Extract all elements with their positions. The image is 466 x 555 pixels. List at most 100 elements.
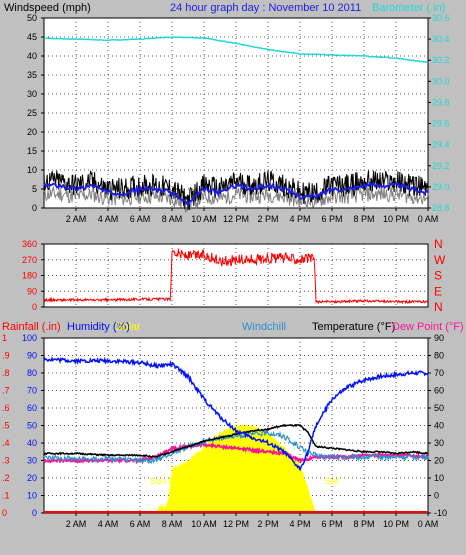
- barometer-tick-label: 29.6: [432, 119, 450, 129]
- windspeed-axes: 0 5 10 15 20 25 30 35 40 45 50 28.8 29.0 29.2 29.4 29.6…: [27, 13, 450, 224]
- humidity-tick-label: 30: [27, 456, 37, 466]
- rainfall-tick-label: .4: [2, 438, 10, 448]
- temperature-tick-label: 30: [434, 438, 444, 448]
- windspeed-x-tick-label: 2 PM: [257, 214, 278, 224]
- temperature-tick-label: 10: [434, 473, 444, 483]
- rainfall-axis-label: Rainfall (.in): [2, 321, 61, 333]
- temperature-x-tick-label: 10 AM: [191, 519, 217, 529]
- direction-tick-label: 180: [22, 271, 37, 281]
- windspeed-tick-label: 10: [27, 165, 37, 175]
- windspeed-tick-label: 5: [32, 184, 37, 194]
- temperature-x-tick-label: 6 PM: [321, 519, 342, 529]
- direction-tick-label: 0: [32, 302, 37, 312]
- windspeed-tick-label: 35: [27, 70, 37, 80]
- solar-area: [44, 423, 428, 513]
- temperature-tick-label: 20: [434, 456, 444, 466]
- barometer-tick-label: 30.2: [432, 55, 450, 65]
- temperature-tick-label: 40: [434, 421, 444, 431]
- compass-label: S: [434, 269, 442, 283]
- temperature-tick-label: 90: [434, 333, 444, 343]
- humidity-tick-label: 0: [32, 508, 37, 518]
- barometer-tick-label: 30.4: [432, 34, 450, 44]
- windspeed-x-tick-label: 12 PM: [223, 214, 249, 224]
- temperature-x-tick-label: 2 PM: [257, 519, 278, 529]
- humidity-line: [43, 356, 429, 471]
- barometer-tick-label: 29.4: [432, 140, 450, 150]
- humidity-tick-label: 100: [22, 333, 37, 343]
- windspeed-tick-label: 25: [27, 108, 37, 118]
- windspeed-tick-label: 45: [27, 32, 37, 42]
- humidity-tick-label: 20: [27, 473, 37, 483]
- direction-tick-label: 270: [22, 255, 37, 265]
- sunset-label: Set: [325, 476, 339, 486]
- barometer-tick-label: 29.0: [432, 182, 450, 192]
- solar-axis-label: Solar: [115, 321, 141, 333]
- windspeed-tick-label: 40: [27, 51, 37, 61]
- barometer-tick-label: 29.8: [432, 97, 450, 107]
- rainfall-tick-label: 0: [2, 508, 7, 518]
- windspeed-x-tick-label: 10 PM: [383, 214, 409, 224]
- windspeed-tick-label: 15: [27, 146, 37, 156]
- windspeed-x-tick-label: 8 AM: [162, 214, 183, 224]
- rainfall-tick-label: .3: [2, 456, 10, 466]
- windchill-legend-label: Windchill: [242, 321, 286, 333]
- barometer-line: [43, 36, 429, 63]
- windspeed-x-tick-label: 0 AM: [418, 214, 439, 224]
- temperature-x-tick-label: 2 AM: [66, 519, 87, 529]
- windspeed-x-tick-label: 6 PM: [321, 214, 342, 224]
- temperature-x-tick-label: 8 AM: [162, 519, 183, 529]
- dewpoint-legend-label: Dew Point (°F): [392, 321, 464, 333]
- temperature-x-tick-label: 8 PM: [353, 519, 374, 529]
- windspeed-x-tick-label: 4 PM: [289, 214, 310, 224]
- temperature-x-tick-label: 4 AM: [98, 519, 119, 529]
- barometer-tick-label: 30.6: [432, 13, 450, 23]
- temperature-tick-label: -10: [434, 508, 447, 518]
- temperature-tick-label: 70: [434, 368, 444, 378]
- humidity-tick-label: 50: [27, 421, 37, 431]
- windspeed-x-tick-label: 6 AM: [130, 214, 151, 224]
- rainfall-tick-label: .6: [2, 403, 10, 413]
- temperature-axes: 0.1.2.3.4.5.6.7.8.9101020304050607080901…: [2, 333, 447, 529]
- direction-tick-label: 90: [27, 286, 37, 296]
- windspeed-x-tick-label: 10 AM: [191, 214, 217, 224]
- compass-label: W: [434, 253, 446, 267]
- rainfall-tick-label: .8: [2, 368, 10, 378]
- rainfall-tick-label: 1: [2, 333, 7, 343]
- direction-series: [43, 248, 429, 305]
- humidity-tick-label: 40: [27, 438, 37, 448]
- windspeed-tick-label: 0: [32, 203, 37, 213]
- compass-label: N: [434, 237, 443, 251]
- temperature-series: [43, 356, 429, 513]
- barometer-tick-label: 29.2: [432, 161, 450, 171]
- rainfall-tick-label: .1: [2, 491, 10, 501]
- rainfall-tick-label: .2: [2, 473, 10, 483]
- rainfall-tick-label: .5: [2, 421, 10, 431]
- sunrise-label: Sun Rise: [150, 476, 187, 486]
- humidity-tick-label: 60: [27, 403, 37, 413]
- temperature-tick-label: 60: [434, 386, 444, 396]
- humidity-axis-label: Humidity (%): [67, 321, 130, 333]
- rainfall-tick-label: .9: [2, 351, 10, 361]
- windspeed-x-tick-label: 4 AM: [98, 214, 119, 224]
- temperature-x-tick-label: 12 PM: [223, 519, 249, 529]
- windspeed-tick-label: 30: [27, 89, 37, 99]
- temperature-x-tick-label: 4 PM: [289, 519, 310, 529]
- wind-direction-line: [43, 248, 429, 305]
- humidity-tick-label: 10: [27, 491, 37, 501]
- rainfall-tick-label: .7: [2, 386, 10, 396]
- barometer-tick-label: 28.8: [432, 203, 450, 213]
- temperature-legend-label: Temperature (°F): [312, 321, 395, 333]
- windspeed-x-tick-label: 2 AM: [66, 214, 87, 224]
- humidity-tick-label: 90: [27, 351, 37, 361]
- temperature-tick-label: 50: [434, 403, 444, 413]
- compass-label: E: [434, 284, 442, 298]
- temperature-x-tick-label: 6 AM: [130, 519, 151, 529]
- direction-tick-label: 360: [22, 239, 37, 249]
- windspeed-grid: [44, 18, 428, 208]
- compass-label: N: [434, 300, 443, 314]
- windspeed-x-tick-label: 8 PM: [353, 214, 374, 224]
- windspeed-axis-title: Windspeed (mph): [4, 2, 91, 14]
- wind-average-line: [43, 181, 429, 208]
